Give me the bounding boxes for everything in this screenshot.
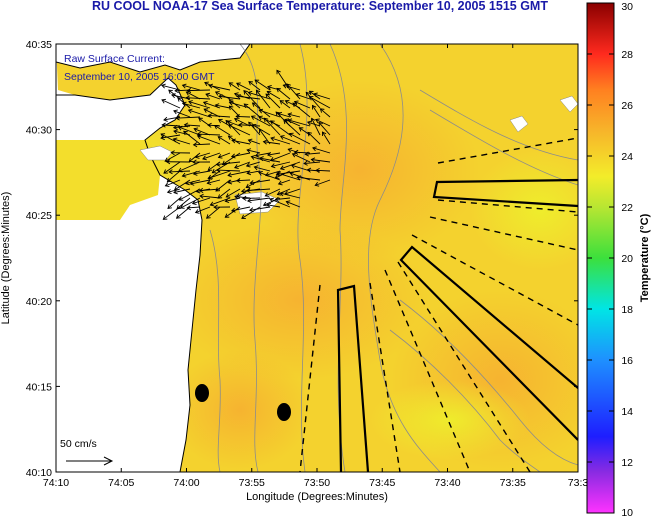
- colorbar-tick-label: 24: [621, 151, 633, 163]
- colorbar-tick-label: 28: [621, 49, 633, 61]
- y-tick-label: 40:10: [26, 467, 52, 479]
- colorbar-tick-label: 12: [621, 457, 633, 469]
- current-annotation-line2: September 10, 2005 16:00 GMT: [64, 71, 215, 83]
- plot-area: 50 cm/s Raw Surface Current: September 1…: [56, 44, 578, 472]
- x-tick-label: 74:00: [173, 477, 199, 489]
- y-tick-label: 40:15: [26, 381, 52, 393]
- y-tick-label: 40:35: [26, 39, 52, 51]
- colorbar-tick-label: 18: [621, 304, 633, 316]
- land-mass: [56, 44, 202, 472]
- colorbar-ticks: 30 28 26 24 22 20 18 16 14 12 10: [587, 1, 633, 518]
- x-axis-label: Longitude (Degrees:Minutes): [246, 491, 388, 503]
- dashed-transects: [299, 137, 578, 472]
- colorbar-tick-label: 30: [621, 1, 633, 13]
- y-axis-label: Latitude (Degrees:Minutes): [0, 192, 12, 325]
- colorbar-label: Temperature (°C): [639, 213, 651, 302]
- y-tick-label: 40:20: [26, 296, 52, 308]
- x-tick-label: 73:45: [369, 477, 395, 489]
- colorbar-tick-label: 22: [621, 202, 633, 214]
- x-axis: 74:10 74:05 74:00 73:55 73:50 73:45 73:40 73:35…: [43, 44, 589, 489]
- colorbar-tick-label: 14: [621, 406, 633, 418]
- chart-title: RU COOL NOAA-17 Sea Surface Temperature:…: [92, 0, 548, 13]
- colorbar-tick-label: 10: [621, 507, 633, 518]
- current-annotation-line1: Raw Surface Current:: [64, 53, 165, 65]
- x-tick-label: 73:40: [434, 477, 460, 489]
- y-tick-label: 40:30: [26, 125, 52, 137]
- x-tick-label: 74:05: [108, 477, 134, 489]
- current-vectors: [160, 69, 331, 220]
- y-axis: 40:35 40:30 40:25 40:20 40:15 40:10: [26, 39, 578, 479]
- colorbar-tick-label: 16: [621, 355, 633, 367]
- x-tick-label: 73:3: [568, 477, 589, 489]
- x-tick-label: 73:50: [304, 477, 330, 489]
- station-marker: [195, 384, 209, 402]
- colorbar-tick-label: 20: [621, 253, 633, 265]
- station-marker: [277, 403, 291, 421]
- scale-label: 50 cm/s: [60, 438, 97, 450]
- survey-boxes: [336, 178, 578, 472]
- x-tick-label: 73:55: [239, 477, 265, 489]
- bathymetry-contours: [209, 44, 578, 472]
- x-tick-label: 74:10: [43, 477, 69, 489]
- x-tick-label: 73:35: [500, 477, 526, 489]
- y-tick-label: 40:25: [26, 210, 52, 222]
- colorbar-tick-label: 26: [621, 100, 633, 112]
